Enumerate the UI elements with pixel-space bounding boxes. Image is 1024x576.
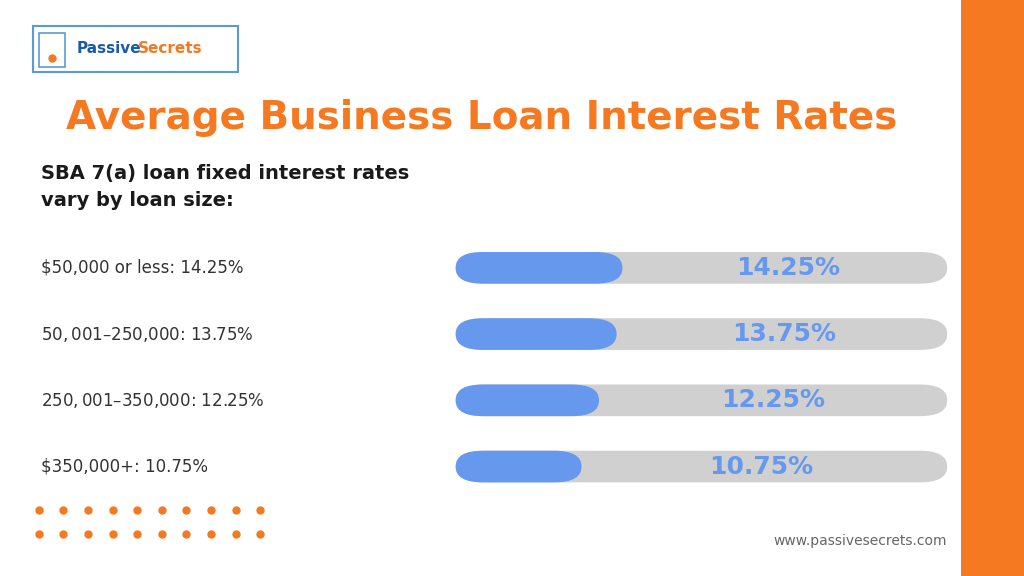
Text: 14.25%: 14.25% <box>736 256 840 280</box>
Text: $250,001 – $350,000: 12.25%: $250,001 – $350,000: 12.25% <box>41 391 264 410</box>
FancyBboxPatch shape <box>33 26 238 72</box>
FancyBboxPatch shape <box>39 33 65 67</box>
FancyBboxPatch shape <box>456 450 582 483</box>
FancyBboxPatch shape <box>961 0 1024 576</box>
Text: $50,001 – $250,000: 13.75%: $50,001 – $250,000: 13.75% <box>41 325 253 343</box>
Text: SBA 7(a) loan fixed interest rates
vary by loan size:: SBA 7(a) loan fixed interest rates vary … <box>41 165 410 210</box>
Text: $350,000+: 10.75%: $350,000+: 10.75% <box>41 457 208 476</box>
Text: Average Business Loan Interest Rates: Average Business Loan Interest Rates <box>66 99 897 137</box>
Text: 13.75%: 13.75% <box>732 322 837 346</box>
Text: $50,000 or less: 14.25%: $50,000 or less: 14.25% <box>41 259 244 277</box>
FancyBboxPatch shape <box>456 252 623 283</box>
Text: 12.25%: 12.25% <box>721 388 825 412</box>
FancyBboxPatch shape <box>456 252 947 283</box>
FancyBboxPatch shape <box>456 318 616 350</box>
FancyBboxPatch shape <box>456 318 947 350</box>
FancyBboxPatch shape <box>456 385 599 416</box>
Text: Passive: Passive <box>77 41 141 56</box>
Text: 10.75%: 10.75% <box>710 454 814 479</box>
Text: Secrets: Secrets <box>138 41 203 56</box>
Text: www.passivesecrets.com: www.passivesecrets.com <box>774 535 947 548</box>
FancyBboxPatch shape <box>456 450 947 483</box>
FancyBboxPatch shape <box>456 385 947 416</box>
